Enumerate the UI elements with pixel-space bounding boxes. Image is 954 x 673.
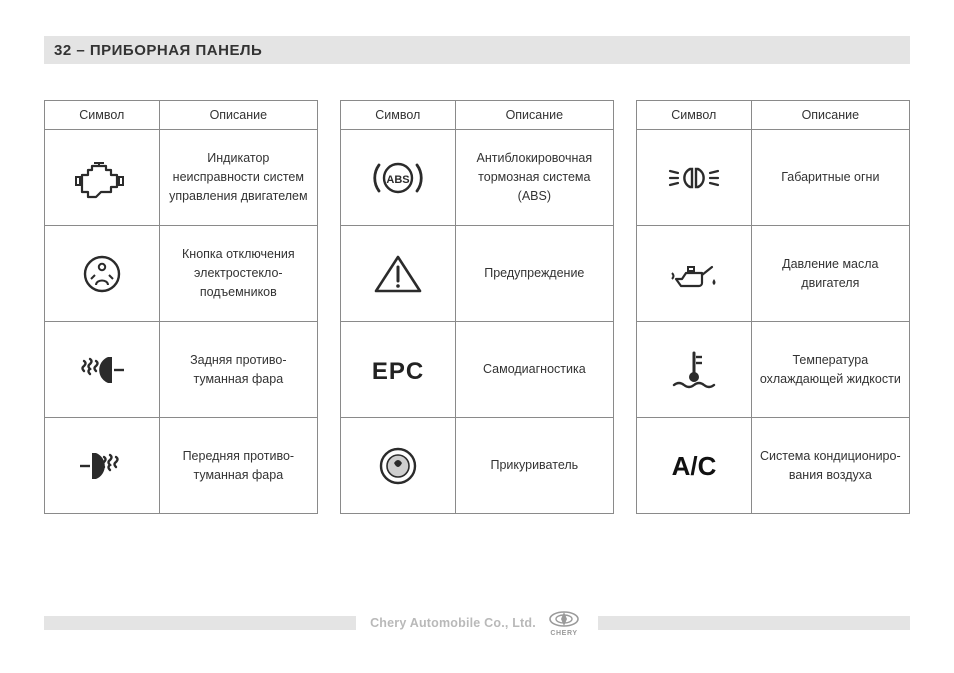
engine-icon bbox=[53, 136, 151, 219]
symbol-description: Антиблокиро­вочная тормозная система (AB… bbox=[455, 130, 613, 226]
symbol-description: Габаритные огни bbox=[751, 130, 909, 226]
symbol-description: Предупреждение bbox=[455, 226, 613, 322]
table-row: Температура охлаждающей жидкости bbox=[637, 322, 910, 418]
footer: Chery Automobile Co., Ltd. bbox=[44, 609, 910, 637]
col-header-description: Описание bbox=[159, 101, 317, 130]
symbol-description: Температура охлаждающей жидкости bbox=[751, 322, 909, 418]
footer-bar-left bbox=[44, 616, 356, 630]
table-row: Давление масла двигателя bbox=[637, 226, 910, 322]
table-row: Система кондициониро­вания воздуха bbox=[637, 418, 910, 514]
chery-logo-icon bbox=[544, 609, 584, 637]
rear-fog-icon bbox=[53, 328, 151, 411]
col-header-symbol: Символ bbox=[637, 101, 752, 130]
coolant-temp-icon bbox=[645, 328, 743, 411]
table-row: Задняя противо­туманная фара bbox=[45, 322, 318, 418]
front-fog-icon bbox=[53, 424, 151, 507]
symbol-description: Индикатор неисправности систем управлени… bbox=[159, 130, 317, 226]
col-header-description: Описание bbox=[455, 101, 613, 130]
table-row: Прикуриватель bbox=[341, 418, 614, 514]
window-lock-icon bbox=[53, 232, 151, 315]
symbol-table-1: Символ Описание Индикатор неисправности … bbox=[44, 100, 318, 514]
table-row: Кнопка отключения электростекло­подъемни… bbox=[45, 226, 318, 322]
table-row: Передняя противо­туманная фара bbox=[45, 418, 318, 514]
epc-icon bbox=[349, 328, 447, 411]
symbol-table-2: Символ Описание Антиблокиро­вочная тормо… bbox=[340, 100, 614, 514]
symbol-table-3: Символ Описание Габаритные огни Давление… bbox=[636, 100, 910, 514]
symbol-description: Система кондициониро­вания воздуха bbox=[751, 418, 909, 514]
header-bar: 32 – ПРИБОРНАЯ ПАНЕЛЬ bbox=[44, 36, 910, 64]
abs-icon bbox=[349, 136, 447, 219]
lighter-icon bbox=[349, 424, 447, 507]
table-row: Индикатор неисправности систем управлени… bbox=[45, 130, 318, 226]
footer-center: Chery Automobile Co., Ltd. bbox=[356, 609, 598, 637]
symbol-description: Задняя противо­туманная фара bbox=[159, 322, 317, 418]
col-header-description: Описание bbox=[751, 101, 909, 130]
symbol-description: Самодиагностика bbox=[455, 322, 613, 418]
table-row: Габаритные огни bbox=[637, 130, 910, 226]
symbol-description: Передняя противо­туманная фара bbox=[159, 418, 317, 514]
symbol-description: Прикуриватель bbox=[455, 418, 613, 514]
tables-row: Символ Описание Индикатор неисправности … bbox=[44, 100, 910, 514]
table-row: Самодиагностика bbox=[341, 322, 614, 418]
symbol-description: Кнопка отключения электростекло­подъемни… bbox=[159, 226, 317, 322]
col-header-symbol: Символ bbox=[45, 101, 160, 130]
table-row: Предупреждение bbox=[341, 226, 614, 322]
table-row: Антиблокиро­вочная тормозная система (AB… bbox=[341, 130, 614, 226]
footer-company: Chery Automobile Co., Ltd. bbox=[370, 616, 536, 630]
col-header-symbol: Символ bbox=[341, 101, 456, 130]
warning-icon bbox=[349, 232, 447, 315]
side-lights-icon bbox=[645, 136, 743, 219]
footer-bar-right bbox=[598, 616, 910, 630]
oil-icon bbox=[645, 232, 743, 315]
ac-icon bbox=[645, 424, 743, 507]
symbol-description: Давление масла двигателя bbox=[751, 226, 909, 322]
page-title: 32 – ПРИБОРНАЯ ПАНЕЛЬ bbox=[54, 42, 262, 59]
